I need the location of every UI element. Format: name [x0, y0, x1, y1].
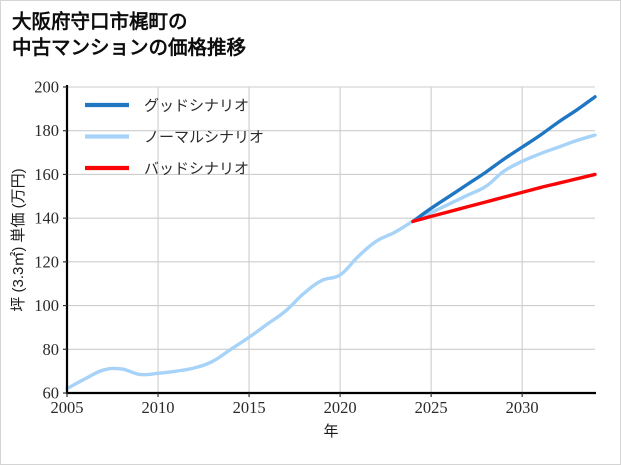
x-axis-title: 年	[323, 423, 338, 440]
grid-lines	[66, 86, 595, 394]
axis-tick-labels: 60 80 100 120 140 160 180 200 2005 2010 2015 2020 20…	[34, 78, 538, 418]
x-tick-label: 2005	[51, 398, 84, 417]
x-tick-label: 2030	[506, 398, 539, 417]
legend-label-normal: ノーマルシナリオ	[144, 130, 264, 146]
axis-ticks	[63, 86, 523, 397]
axis-titles: 年 坪 (3.3㎡) 単価 (万円)	[10, 168, 339, 440]
series-lines	[65, 95, 597, 391]
x-tick-label: 2015	[233, 398, 266, 417]
axis-spines	[65, 85, 596, 395]
y-tick-label: 100	[34, 296, 59, 315]
x-tick-label: 2025	[415, 398, 448, 417]
y-tick-label: 180	[34, 121, 59, 140]
x-tick-label: 2020	[324, 398, 357, 417]
legend-label-bad: バッドシナリオ	[144, 162, 249, 178]
y-axis-title: 坪 (3.3㎡) 単価 (万円)	[10, 168, 27, 311]
series-line-normal	[65, 133, 597, 391]
series-line-good	[411, 95, 597, 224]
y-tick-label: 120	[34, 252, 59, 271]
series-line-bad	[411, 172, 597, 224]
y-tick-label: 160	[34, 165, 59, 184]
y-tick-label: 60	[43, 384, 60, 403]
page-title: 大阪府守口市梶町の 中古マンションの価格推移	[12, 9, 572, 62]
page-title-line-2: 中古マンションの価格推移	[12, 37, 247, 60]
x-tick-label: 2010	[142, 398, 175, 417]
legend-label-good: グッドシナリオ	[144, 98, 249, 115]
page-title-line-1: 大阪府守口市梶町の	[12, 11, 188, 33]
y-tick-label: 80	[43, 340, 60, 359]
y-tick-label: 140	[34, 209, 59, 228]
y-tick-label: 200	[34, 78, 59, 97]
